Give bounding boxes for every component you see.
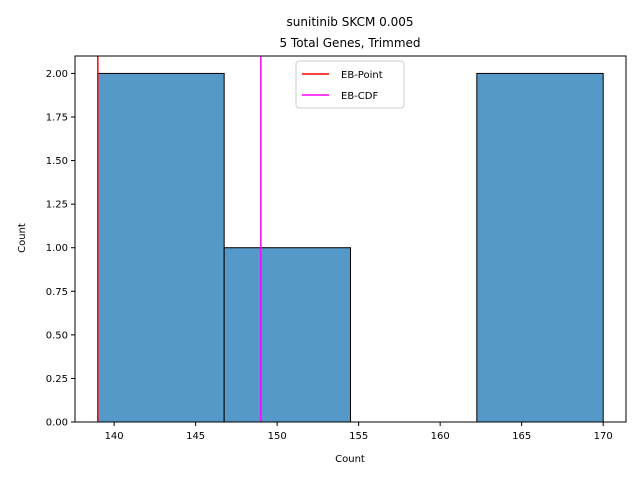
- x-tick-label: 160: [431, 431, 450, 442]
- y-tick-label: 2.00: [46, 69, 68, 80]
- legend-label-eb-cdf: EB-CDF: [341, 91, 378, 102]
- axes-frame: [74, 55, 627, 423]
- y-tick-label: 0.50: [46, 330, 68, 341]
- chart-title-line-2: 5 Total Genes, Trimmed: [279, 36, 420, 50]
- x-tick-label: 170: [594, 431, 613, 442]
- legend-label-eb-point: EB-Point: [341, 70, 383, 81]
- plot-area: 140 145 150 155 160 165 170 0.00 0.25 0.50 0.75 1.0…: [46, 55, 627, 442]
- y-axis-label: Count: [17, 223, 28, 253]
- chart-title-line-1: sunitinib SKCM 0.005: [287, 15, 414, 29]
- x-tick-label: 145: [186, 431, 205, 442]
- histogram-bar: [476, 72, 604, 423]
- y-tick-label: 0.25: [46, 374, 68, 385]
- y-tick-label: 0.75: [46, 287, 68, 298]
- y-tick-label: 1.00: [46, 243, 68, 254]
- y-tick-label: 1.50: [46, 156, 68, 167]
- histogram-bar: [223, 247, 351, 423]
- legend: EB-Point EB-CDF: [295, 60, 405, 109]
- y-tick-label: 1.25: [46, 200, 68, 211]
- x-tick-label: 155: [349, 431, 368, 442]
- x-tick-label: 165: [512, 431, 531, 442]
- histogram-bar: [97, 72, 225, 423]
- y-tick-label: 0.00: [46, 418, 68, 429]
- x-tick-label: 140: [105, 431, 124, 442]
- x-tick-label: 150: [268, 431, 287, 442]
- y-tick-label: 1.75: [46, 113, 68, 124]
- legend-box: [295, 60, 405, 109]
- x-axis-label: Count: [335, 454, 365, 465]
